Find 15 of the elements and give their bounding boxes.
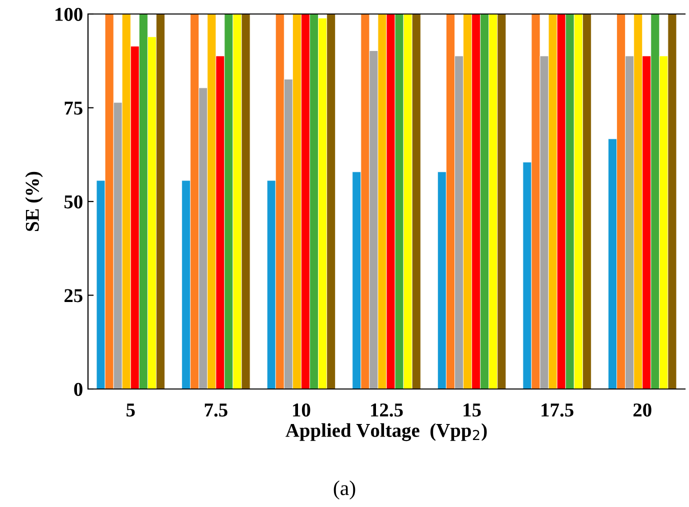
y-tick-label: 50 (64, 195, 82, 208)
x-tick-label: 17.5 (542, 404, 574, 417)
y-tick-label: 25 (64, 289, 82, 302)
x-tick-label: 20 (633, 403, 652, 417)
x-tick-label: 5 (126, 404, 135, 417)
x-tick-label: 15 (464, 404, 481, 417)
x-tick-label: 7.5 (204, 404, 228, 417)
y-tick-label: 75 (64, 102, 82, 115)
y-axis-title: SE (%) (25, 172, 43, 231)
x-tick-label: 10 (293, 403, 310, 417)
y-tick-label: 0 (74, 382, 82, 396)
text: (a) (334, 480, 356, 500)
x-tick-label: 12.5 (371, 404, 403, 417)
x-axis-title: Applied Voltage (Vpp$_{2}$) (286, 423, 487, 442)
y-tick-label: 100 (56, 8, 82, 21)
